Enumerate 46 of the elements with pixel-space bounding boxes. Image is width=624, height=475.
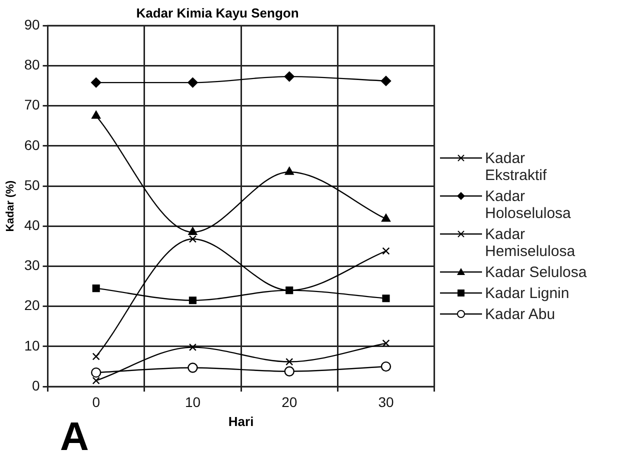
y-tick-label: 70 [24,96,40,113]
y-tick-label: 60 [24,136,40,153]
point [381,214,390,222]
legend-label: Kadar Ekstraktif [485,150,548,184]
y-tick-label: 40 [24,217,40,234]
point [382,294,390,302]
point [92,352,100,360]
y-tick-label: 80 [24,56,40,73]
y-axis-title: Kadar (%) [4,180,17,232]
point [90,367,102,378]
legend-label: Kadar Holoselulosa [485,188,572,222]
y-tick-label: 90 [24,16,40,32]
y-tick-label: 0 [32,377,40,394]
legend-label: Kadar Hemiselulosa [485,226,576,260]
point [90,77,102,88]
point [286,358,294,366]
point [188,77,198,88]
x-tick-label: 30 [378,394,394,410]
y-tick-label: 50 [24,176,40,193]
text: A [60,415,89,460]
point [284,166,294,175]
point [284,71,294,82]
chart-title: Kadar Kimia Kayu Sengon [136,5,299,20]
point [382,247,390,255]
point [380,76,392,86]
x-tick-label: 0 [92,394,100,410]
point [92,284,100,292]
point [188,235,196,243]
point [188,344,196,352]
x-tick-label: 20 [282,394,298,410]
y-tick-label: 30 [24,257,40,274]
point [284,366,294,376]
y-tick-label: 10 [24,337,40,354]
point [380,361,392,372]
point [188,296,196,304]
point [188,362,198,373]
legend-label: Kadar Selulosa [485,264,587,281]
point [382,340,390,348]
x-axis-title: Hari [228,414,254,429]
point [92,110,101,119]
y-tick-label: 20 [24,297,40,314]
legend-label: Kadar Lignin [485,285,570,302]
legend-label: Kadar Abu [485,306,556,323]
point [188,227,198,236]
x-tick-label: 10 [184,394,201,410]
point [92,376,100,384]
